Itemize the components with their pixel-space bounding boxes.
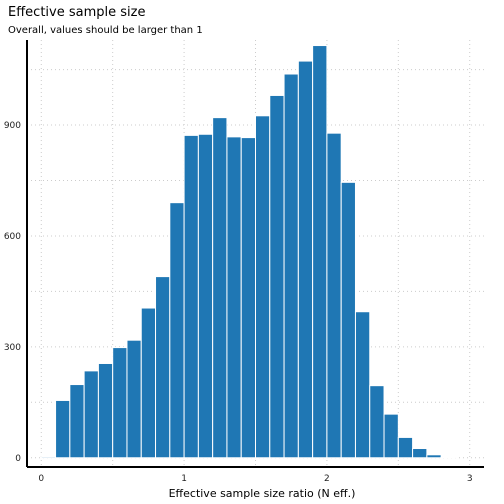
histogram-bar [369,385,385,459]
histogram-bar [340,181,356,459]
histogram-bar [55,399,71,459]
histogram-bar [169,202,185,459]
histogram-bar [412,448,428,459]
histogram-bar [112,347,128,459]
histogram-bar [126,339,142,459]
x-ticks: 0 1 2 3 [38,474,472,484]
histogram-bar [397,436,414,459]
histogram-bar [69,384,85,459]
histogram-bar [297,60,314,459]
x-tick-label: 2 [324,474,330,484]
x-tick-label: 0 [38,474,44,484]
histogram-bar [83,370,99,459]
histogram-bar [255,115,271,459]
histogram-bar [354,311,371,459]
histogram-bar [183,134,199,459]
histogram-bar [226,136,242,459]
chart-title: Effective sample size [8,5,146,20]
histogram-bar [383,413,399,459]
y-tick-label: 600 [4,232,21,242]
y-tick-label: 900 [4,121,21,131]
bars [40,45,456,459]
y-tick-label: 0 [15,454,21,464]
x-axis-title: Effective sample size ratio (N eff.) [169,487,356,500]
histogram-bar [97,362,114,459]
chart-subtitle: Overall, values should be larger than 1 [8,25,203,36]
axes [26,40,484,468]
y-ticks: 0 300 600 900 [4,121,21,464]
histogram-bar [240,137,256,459]
histogram-bar [155,276,171,459]
histogram-bar [283,73,299,459]
histogram-bar [269,94,285,459]
histogram-bar [212,117,228,459]
histogram-bar [140,307,157,459]
x-tick-label: 3 [467,474,473,484]
histogram-bar [40,456,57,459]
histogram-bar [197,133,214,459]
histogram-bar [426,454,442,459]
histogram-bar [326,132,342,459]
y-tick-label: 300 [4,343,21,353]
histogram-bar [440,456,456,459]
x-tick-label: 1 [181,474,187,484]
histogram-bar [312,45,328,459]
